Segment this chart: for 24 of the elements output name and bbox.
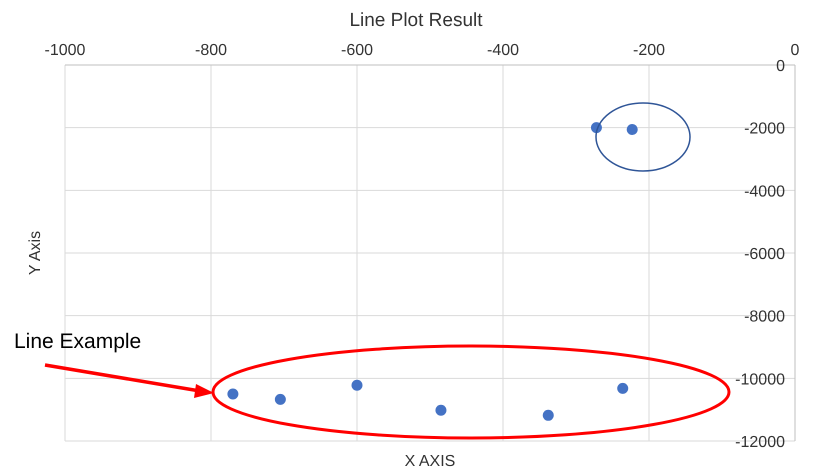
y-tick-label: -6000 (744, 246, 786, 263)
point (617, 382, 628, 394)
annotation: Line Example (14, 330, 142, 353)
x-tick-label: 0 (790, 42, 800, 59)
point (435, 404, 446, 416)
x-axis-title: X AXIS (404, 453, 456, 470)
x-tick-label: -600 (340, 42, 374, 59)
y-tick-label: 0 (776, 58, 786, 75)
point (542, 410, 554, 421)
x-tick-label: -800 (194, 42, 228, 59)
y-tick-label: -8000 (744, 308, 786, 326)
x-tick-label: -1000 (44, 42, 86, 59)
y-tick-label: -4000 (744, 183, 786, 200)
point (626, 124, 638, 136)
point (274, 394, 286, 405)
y-tick-label: -10000 (735, 371, 786, 388)
chart-title: Line Plot Result (349, 10, 484, 31)
x-tick-label: -200 (632, 42, 666, 59)
y-tick-label: -2000 (744, 120, 786, 138)
y-axis-title: Y Axis (27, 230, 44, 276)
point (227, 388, 238, 400)
point (352, 380, 362, 391)
y-tick-label: -12000 (735, 434, 786, 451)
x-tick-label: -400 (486, 42, 520, 59)
